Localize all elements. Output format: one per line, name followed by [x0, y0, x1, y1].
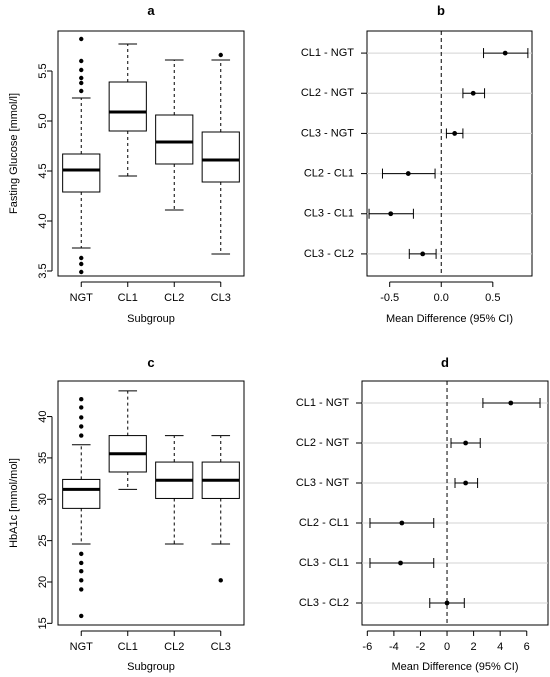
estimate-point [444, 600, 450, 606]
estimate-point [508, 400, 514, 406]
outlier-point-ngt [79, 587, 84, 592]
outlier-point-ngt [79, 80, 84, 86]
estimate-point [388, 211, 394, 217]
x-tick-label: -2 [416, 641, 426, 653]
x-tick-label: 6 [524, 641, 530, 653]
plot-frame-c [57, 380, 245, 626]
x-tick-label: NGT [70, 641, 94, 653]
outlier-point-ngt [79, 88, 84, 94]
outlier-point-ngt [79, 396, 84, 402]
x-tick-label: CL3 [211, 292, 231, 304]
x-tick-label: 0 [444, 641, 450, 653]
x-tick-label: 0.5 [485, 292, 500, 304]
row-label: CL3 - CL2 [299, 597, 349, 609]
panel-d-forest-plot: CL1 - NGT CL2 - NGT CL3 - NGT CL2 - CL1 CL3 … [296, 380, 549, 673]
x-tick-label: CL1 [118, 641, 138, 653]
row-label: CL3 - CL1 [299, 557, 349, 569]
panel-b-forest-plot: CL1 - NGT CL2 - NGT CL3 - NGT CL2 - CL1 CL3 … [301, 30, 533, 325]
x-tick-label: CL2 [164, 641, 184, 653]
y-tick-label: 5.5 [37, 63, 49, 78]
x-axis-title-c: Subgroup [127, 661, 175, 673]
y-tick-label: 30 [37, 493, 49, 505]
y-tick-label: 35 [37, 452, 49, 464]
outlier-point-cl3 [218, 52, 223, 58]
x-axis-title-d: Mean Difference (95% CI) [392, 661, 519, 673]
row-label: CL1 - NGT [301, 47, 354, 59]
x-tick-label: -6 [362, 641, 372, 653]
panel-letter-d: d [441, 355, 449, 370]
row-label: CL1 - NGT [296, 397, 349, 409]
row-label: CL3 - NGT [301, 127, 354, 139]
outlier-point-ngt [79, 67, 84, 73]
y-tick-label: 5.0 [37, 113, 49, 128]
x-tick-label: CL1 [118, 292, 138, 304]
row-label: CL3 - CL1 [304, 208, 354, 220]
y-tick-label: 25 [37, 535, 49, 547]
x-tick-label: 0.0 [434, 292, 449, 304]
outlier-point-ngt [79, 261, 84, 267]
y-tick-label: 40 [37, 410, 49, 422]
estimate-point [420, 251, 426, 257]
outlier-point-ngt [79, 613, 84, 619]
outlier-point-ngt [79, 269, 84, 275]
box-cl2 [155, 114, 194, 165]
x-tick-label: 2 [471, 641, 477, 653]
row-label: CL2 - NGT [296, 437, 349, 449]
x-tick-label: NGT [70, 292, 94, 304]
row-label: CL2 - CL1 [304, 167, 354, 179]
plot-frame-a [57, 30, 245, 277]
row-label: CL2 - CL1 [299, 517, 349, 529]
box-cl1 [108, 81, 147, 132]
estimate-point [502, 50, 508, 56]
x-axis-title-b: Mean Difference (95% CI) [386, 313, 513, 325]
estimate-point [470, 90, 476, 96]
box-ngt [62, 153, 101, 193]
row-label: CL3 - NGT [296, 477, 349, 489]
estimate-point [463, 480, 469, 486]
outlier-point-ngt [79, 578, 84, 583]
y-tick-label: 4.5 [37, 163, 49, 178]
x-tick-label: -4 [389, 641, 399, 653]
y-tick-label: 15 [37, 617, 49, 629]
estimate-point [398, 560, 403, 566]
outlier-point-ngt [79, 255, 84, 261]
y-axis-title-c: HbA1c [mmol/mol] [8, 458, 20, 548]
y-axis-title-a: Fasting Glucose [mmol/l] [8, 93, 20, 214]
outlier-point-cl3 [218, 578, 223, 583]
outlier-point-ngt [79, 560, 84, 566]
outlier-point-ngt [79, 424, 84, 429]
estimate-point [452, 131, 458, 136]
row-label: CL3 - CL2 [304, 248, 354, 260]
outlier-point-ngt [79, 75, 84, 81]
panel-c-boxplot: 15 20 25 30 35 40 NGT CL1 CL2 CL3 Subgroup HbA1c [m… [8, 380, 245, 673]
outlier-point-ngt [79, 405, 84, 410]
outlier-point-ngt [79, 58, 84, 64]
panel-letter-c: c [147, 355, 154, 370]
outlier-point-ngt [79, 551, 84, 557]
row-label: CL2 - NGT [301, 87, 354, 99]
y-tick-label: 3.5 [37, 263, 49, 278]
x-tick-label: 4 [497, 641, 503, 653]
box-cl3 [201, 131, 240, 183]
plot-frame-b [366, 30, 533, 277]
x-tick-label: -0.5 [380, 292, 399, 304]
y-tick-label: 4.0 [37, 213, 49, 228]
estimate-point [463, 440, 469, 446]
estimate-point [399, 520, 405, 526]
x-tick-label: CL2 [164, 292, 184, 304]
y-tick-label: 20 [37, 576, 49, 588]
outlier-point-ngt [79, 36, 84, 42]
panel-a-boxplot: 3.5 4.0 4.5 5.0 5.5 NGT CL1 CL2 CL3 Subgroup Fasti… [8, 30, 245, 325]
box-ngt [62, 478, 101, 509]
x-axis-title-a: Subgroup [127, 313, 175, 325]
outlier-point-ngt [79, 415, 84, 420]
plot-frame-d [361, 380, 549, 626]
panel-letter-a: a [147, 3, 155, 18]
panel-letter-b: b [437, 3, 445, 18]
x-tick-label: CL3 [211, 641, 231, 653]
estimate-point [405, 171, 411, 176]
outlier-point-ngt [79, 569, 84, 574]
outlier-point-ngt [79, 433, 84, 438]
